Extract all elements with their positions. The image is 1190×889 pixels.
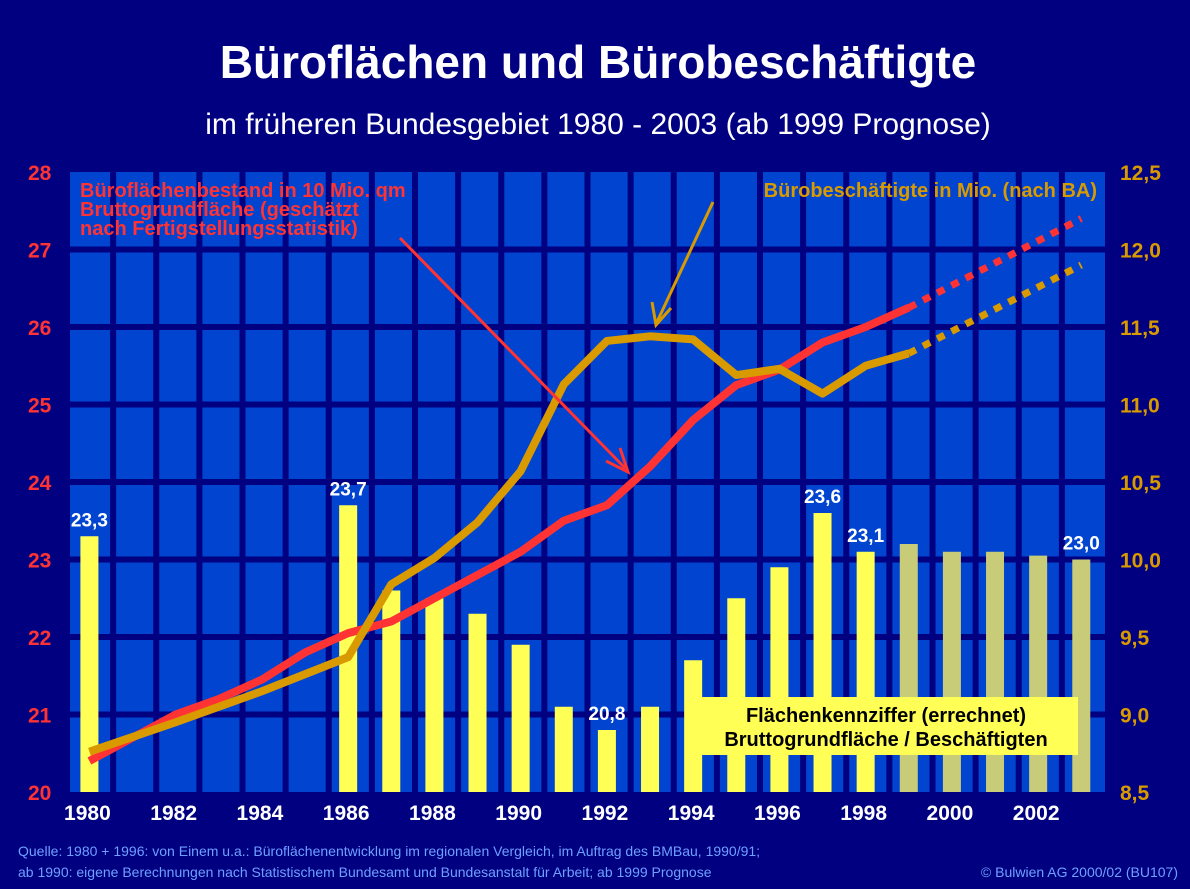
x-axis-tick-label: 1982 [150, 802, 197, 825]
bar-1980 [80, 536, 99, 792]
right-axis-tick-label: 10,0 [1120, 550, 1161, 573]
legend-series-0-line: nach Fertigstellungsstatistik) [80, 218, 358, 240]
red-arrow-head-icon [605, 447, 631, 475]
legend-series-1: Bürobeschäftigte in Mio. (nach BA) [764, 180, 1097, 202]
right-axis-tick-label: 9,0 [1120, 705, 1149, 728]
right-axis-tick-label: 11,0 [1120, 395, 1160, 418]
left-axis-tick-label: 20 [28, 782, 51, 805]
x-axis-tick-label: 1980 [64, 802, 111, 825]
x-axis-tick-label: 1998 [840, 802, 887, 825]
legend-series-0-line: Büroflächenbestand in 10 Mio. qm [80, 180, 406, 202]
right-axis-tick-label: 8,5 [1120, 782, 1150, 805]
x-axis-tick-label: 1992 [582, 802, 629, 825]
data-label-1992: 20,8 [588, 704, 625, 725]
x-axis-tick-label: 1994 [668, 802, 715, 825]
legend: Büroflächenbestand in 10 Mio. qmBruttogr… [80, 180, 1097, 475]
bar-1986 [339, 505, 358, 792]
bar-2000 [942, 551, 961, 792]
annotation-box: Flächenkennziffer (errechnet) Bruttogrun… [695, 697, 1078, 755]
x-axis-tick-label: 1988 [409, 802, 456, 825]
right-axis-tick-label: 9,5 [1120, 627, 1150, 650]
footnote-line-2: ab 1990: eigene Berechnungen nach Statis… [18, 864, 712, 880]
x-axis-tick-label: 1984 [237, 802, 284, 825]
left-axis-tick-label: 25 [28, 395, 52, 418]
bar-1989 [468, 613, 487, 792]
data-label-1986: 23,7 [330, 479, 367, 500]
footnote-line-1: Quelle: 1980 + 1996: von Einem u.a.: Bür… [18, 843, 760, 859]
copyright: © Bulwien AG 2000/02 (BU107) [981, 864, 1178, 880]
left-axis-tick-label: 28 [28, 162, 52, 185]
bar-1991 [554, 706, 573, 792]
x-axis-tick-label: 2000 [927, 802, 974, 825]
gold-arrow-line [655, 201, 715, 323]
bar-1988 [425, 598, 444, 792]
axes: 20 21 22 23 24 25 26 27 28 8,5 9,0 9,5 10,0 10,5 11,0 1… [28, 162, 1161, 825]
chart-subtitle: im früheren Bundesgebiet 1980 - 2003 (ab… [205, 108, 991, 141]
data-labels: 23,3 23,7 20,8 23,6 23,1 23,0 [71, 479, 1100, 725]
bar-1998 [856, 551, 875, 792]
right-axis-tick-label: 10,5 [1120, 472, 1161, 495]
bar-1992 [597, 730, 616, 792]
x-axis-tick-label: 1986 [323, 802, 370, 825]
left-axis-tick-label: 23 [28, 550, 51, 573]
annotation-line-1: Flächenkennziffer (errechnet) [746, 705, 1026, 727]
x-axis-tick-label: 1996 [754, 802, 801, 825]
chart-title: Büroflächen und Bürobeschäftigte [220, 36, 976, 88]
right-axis-tick-label: 11,5 [1120, 317, 1160, 340]
bar-2003 [1072, 559, 1091, 792]
series-1-line [88, 332, 910, 756]
bar-1987 [382, 590, 401, 792]
x-axis-tick-label: 2002 [1013, 802, 1060, 825]
annotation-box-bg [695, 697, 1078, 755]
left-axis-tick-label: 22 [28, 627, 51, 650]
red-arrow-line [398, 236, 627, 470]
bar-2002 [1029, 555, 1048, 792]
bar-1994 [684, 660, 703, 792]
series-0-forecast-line [907, 215, 1083, 311]
data-label-2003: 23,0 [1063, 534, 1100, 555]
left-axis-tick-label: 27 [28, 240, 51, 263]
right-axis-tick-label: 12,5 [1120, 162, 1161, 185]
annotation-line-2: Bruttogrundfläche / Beschäftigten [724, 729, 1047, 751]
bar-1993 [641, 706, 660, 792]
data-label-1980: 23,3 [71, 510, 108, 531]
left-axis-tick-label: 21 [28, 705, 52, 728]
right-axis-tick-label: 12,0 [1120, 240, 1161, 263]
bar-2001 [986, 551, 1005, 792]
data-label-1997: 23,6 [804, 487, 841, 508]
left-axis-tick-label: 26 [28, 317, 51, 340]
bar-1996 [770, 567, 789, 792]
bar-1990 [511, 644, 530, 792]
legend-series-0-line: Bruttogrundfläche (geschätzt [80, 199, 359, 221]
x-axis-tick-label: 1990 [495, 802, 542, 825]
bar-1995 [727, 598, 746, 792]
lines [87, 215, 1083, 765]
data-label-1998: 23,1 [847, 526, 884, 547]
series-1-forecast-line [907, 261, 1083, 357]
left-axis-tick-label: 24 [28, 472, 52, 495]
gold-arrow-head-icon [650, 301, 673, 329]
